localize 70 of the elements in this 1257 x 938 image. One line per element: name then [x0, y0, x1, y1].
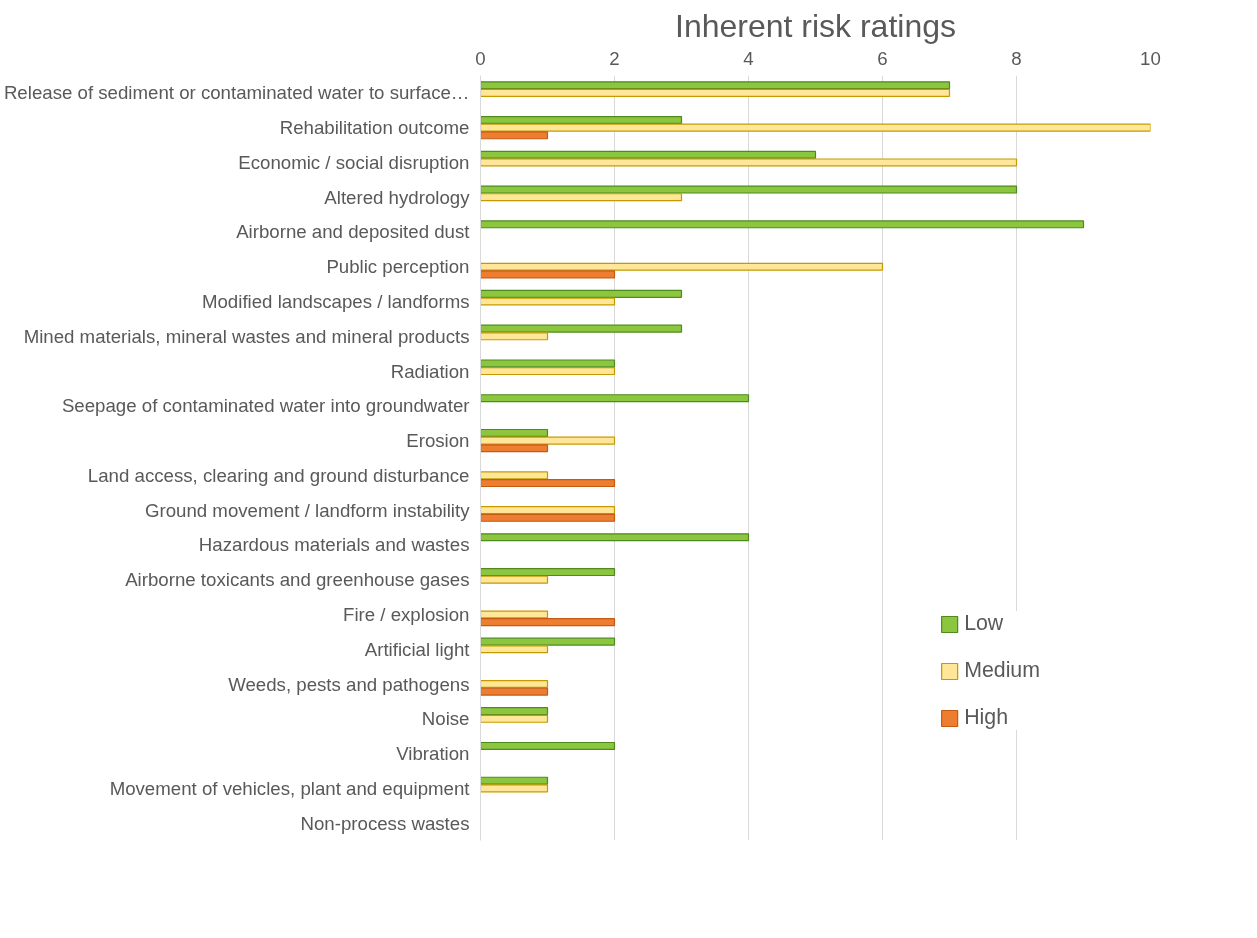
- bar: [480, 262, 884, 271]
- y-tick-label: Weeds, pests and pathogens: [228, 673, 470, 695]
- legend-label: Medium: [964, 658, 1040, 683]
- bar: [480, 193, 683, 202]
- bar: [480, 610, 549, 619]
- y-tick-label: Vibration: [396, 743, 470, 765]
- bar: [480, 506, 616, 515]
- bar: [480, 289, 683, 298]
- y-tick-label: Fire / explosion: [343, 603, 470, 625]
- bar: [480, 533, 750, 542]
- bar: [480, 131, 549, 140]
- y-tick-label: Release of sediment or contaminated water to surface…: [3, 82, 470, 104]
- bar: [480, 707, 549, 716]
- bar: [480, 478, 616, 488]
- legend-label: Low: [964, 611, 1004, 636]
- bar: [480, 741, 616, 750]
- bar: [480, 394, 750, 403]
- x-tick-label: 8: [1011, 47, 1022, 69]
- x-tick-label: 0: [475, 47, 486, 69]
- bar: [480, 185, 1018, 194]
- bar: [480, 471, 549, 480]
- bar: [480, 428, 549, 438]
- bar: [480, 332, 549, 341]
- bar: [480, 81, 951, 90]
- bar: [480, 359, 616, 368]
- y-tick-label: Public perception: [326, 256, 470, 278]
- bar: [480, 220, 1085, 229]
- x-tick-label: 4: [743, 47, 754, 69]
- y-tick-label: Airborne toxicants and greenhouse gases: [125, 569, 470, 591]
- bar: [480, 513, 616, 522]
- bar: [480, 444, 549, 453]
- bar: [480, 618, 616, 627]
- bar: [480, 270, 616, 279]
- x-tick-label: 6: [877, 47, 888, 69]
- bar: [480, 645, 549, 654]
- bar: [480, 637, 616, 646]
- y-tick-label: Hazardous materials and wastes: [198, 534, 470, 556]
- legend-label: High: [964, 705, 1009, 730]
- y-tick-label: Noise: [421, 708, 470, 730]
- y-tick-label: Airborne and deposited dust: [236, 221, 471, 243]
- y-tick-label: Modified landscapes / landforms: [201, 291, 470, 313]
- y-tick-label: Seepage of contaminated water into groundwater: [61, 395, 470, 417]
- bar: [480, 367, 616, 376]
- bar: [480, 784, 549, 793]
- y-tick-label: Movement of vehicles, plant and equipment: [109, 777, 471, 799]
- bar: [480, 568, 616, 577]
- y-tick-label: Non-process wastes: [300, 812, 470, 834]
- y-tick-label: Economic / social disruption: [238, 151, 470, 173]
- y-tick-label: Mined materials, mineral wastes and mineral products: [23, 325, 470, 347]
- bar: [480, 88, 951, 97]
- y-tick-label: Ground movement / landform instability: [144, 499, 471, 521]
- y-tick-label: Artificial light: [364, 638, 471, 660]
- x-tick-label: 10: [1140, 47, 1161, 69]
- bar: [480, 324, 683, 333]
- bar: [480, 297, 616, 306]
- bar: [480, 158, 1018, 167]
- y-tick-label: Erosion: [406, 430, 470, 452]
- bar: [480, 679, 549, 689]
- bar: [480, 714, 549, 723]
- bar: [480, 575, 549, 584]
- y-tick-label: Rehabilitation outcome: [279, 117, 470, 139]
- chart-title: Inherent risk ratings: [674, 7, 957, 44]
- y-tick-label: Land access, clearing and ground disturbance: [87, 464, 470, 486]
- y-tick-label: Radiation: [390, 360, 470, 382]
- bar: [480, 115, 683, 125]
- bar: [480, 687, 549, 696]
- bar: [480, 436, 616, 445]
- y-tick-label: Altered hydrology: [324, 186, 471, 208]
- x-tick-label: 2: [609, 47, 620, 69]
- bar: [480, 123, 1151, 132]
